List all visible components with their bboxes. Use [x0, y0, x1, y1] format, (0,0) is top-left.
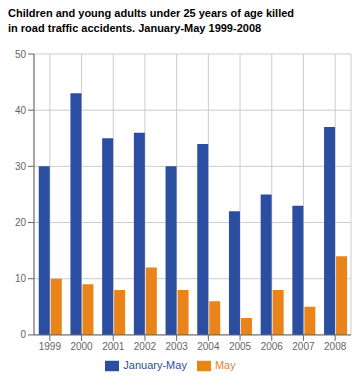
svg-text:2006: 2006 [261, 341, 284, 352]
svg-text:2003: 2003 [166, 341, 189, 352]
html-text:January-May: January-May [123, 358, 187, 371]
svg-text:2000: 2000 [70, 341, 93, 352]
svg-text:1999: 1999 [39, 341, 62, 352]
html-text:May: May [214, 358, 236, 371]
svg-text:0: 0 [20, 329, 26, 340]
svg-text:2002: 2002 [134, 341, 157, 352]
svg-text:2004: 2004 [197, 341, 220, 352]
svg-text:2007: 2007 [292, 341, 315, 352]
svg-text:10: 10 [15, 273, 27, 284]
svg-text:2005: 2005 [229, 341, 252, 352]
svg-text:2008: 2008 [324, 341, 347, 352]
svg-text:40: 40 [15, 105, 27, 116]
svg-text:20: 20 [15, 217, 27, 228]
svg-text:2001: 2001 [102, 341, 125, 352]
html-text:Children and young adults unde: Children and young adults under 25 years… [8, 7, 295, 19]
svg-text:50: 50 [15, 49, 27, 60]
svg-text:30: 30 [15, 161, 27, 172]
html-text:in road traffic accidents. Jan: in road traffic accidents. January-May 1… [8, 22, 262, 34]
